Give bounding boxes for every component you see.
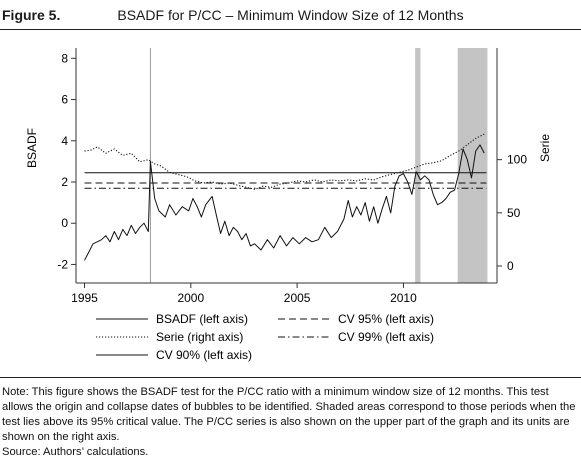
y-right-axis-label: Serie	[538, 134, 552, 162]
legend-label-4: CV 95% (left axis)	[338, 312, 434, 326]
series-line-1	[84, 144, 485, 261]
y-left-tick-label: 2	[61, 175, 68, 189]
header-rule	[0, 29, 581, 30]
legend-label-3: CV 90% (left axis)	[156, 348, 252, 362]
shaded-periods	[415, 48, 488, 283]
y-left-tick-label: 8	[61, 51, 68, 65]
x-tick-label: 2000	[177, 291, 204, 305]
y-right-tick-label: 0	[507, 259, 514, 273]
axes: BSADF Serie -2 0 2 4 6 8 0 50 100 1995 2000 2005 201…	[25, 51, 552, 305]
legend: BSADF (left axis) Serie (right axis) CV 90…	[96, 312, 434, 362]
y-right-tick-label: 50	[507, 206, 521, 220]
note-text: Note: This figure shows the BSADF test f…	[2, 386, 576, 443]
note-rule	[0, 377, 581, 378]
y-right-tick-label: 100	[507, 153, 527, 167]
y-left-tick-label: -2	[57, 257, 68, 271]
legend-label-2: Serie (right axis)	[156, 330, 243, 344]
y-left-tick-label: 6	[61, 93, 68, 107]
y-left-tick-label: 4	[61, 134, 68, 148]
plot-frame	[75, 48, 498, 284]
figure-title: BSADF for P/CC – Minimum Window Size of …	[117, 7, 464, 23]
figure-note: Note: This figure shows the BSADF test f…	[2, 385, 580, 460]
shaded-period-2	[457, 48, 488, 283]
series-lines	[84, 133, 487, 261]
legend-label-1: BSADF (left axis)	[156, 312, 248, 326]
x-tick-label: 2010	[390, 291, 417, 305]
series-line-2	[84, 133, 485, 190]
x-tick-label: 1995	[71, 291, 98, 305]
shaded-period-1	[415, 48, 421, 283]
figure-label: Figure 5.	[2, 7, 61, 23]
x-tick-label: 2005	[284, 291, 311, 305]
source-text: Source: Authors’ calculations.	[2, 446, 149, 458]
y-left-axis-label: BSADF	[25, 128, 39, 168]
bsadf-chart: BSADF Serie -2 0 2 4 6 8 0 50 100 1995 2000 2005 201…	[25, 48, 552, 362]
figure-header: Figure 5. BSADF for P/CC – Minimum Windo…	[0, 0, 581, 30]
y-left-tick-label: 0	[61, 216, 68, 230]
legend-label-5: CV 99% (left axis)	[338, 330, 434, 344]
